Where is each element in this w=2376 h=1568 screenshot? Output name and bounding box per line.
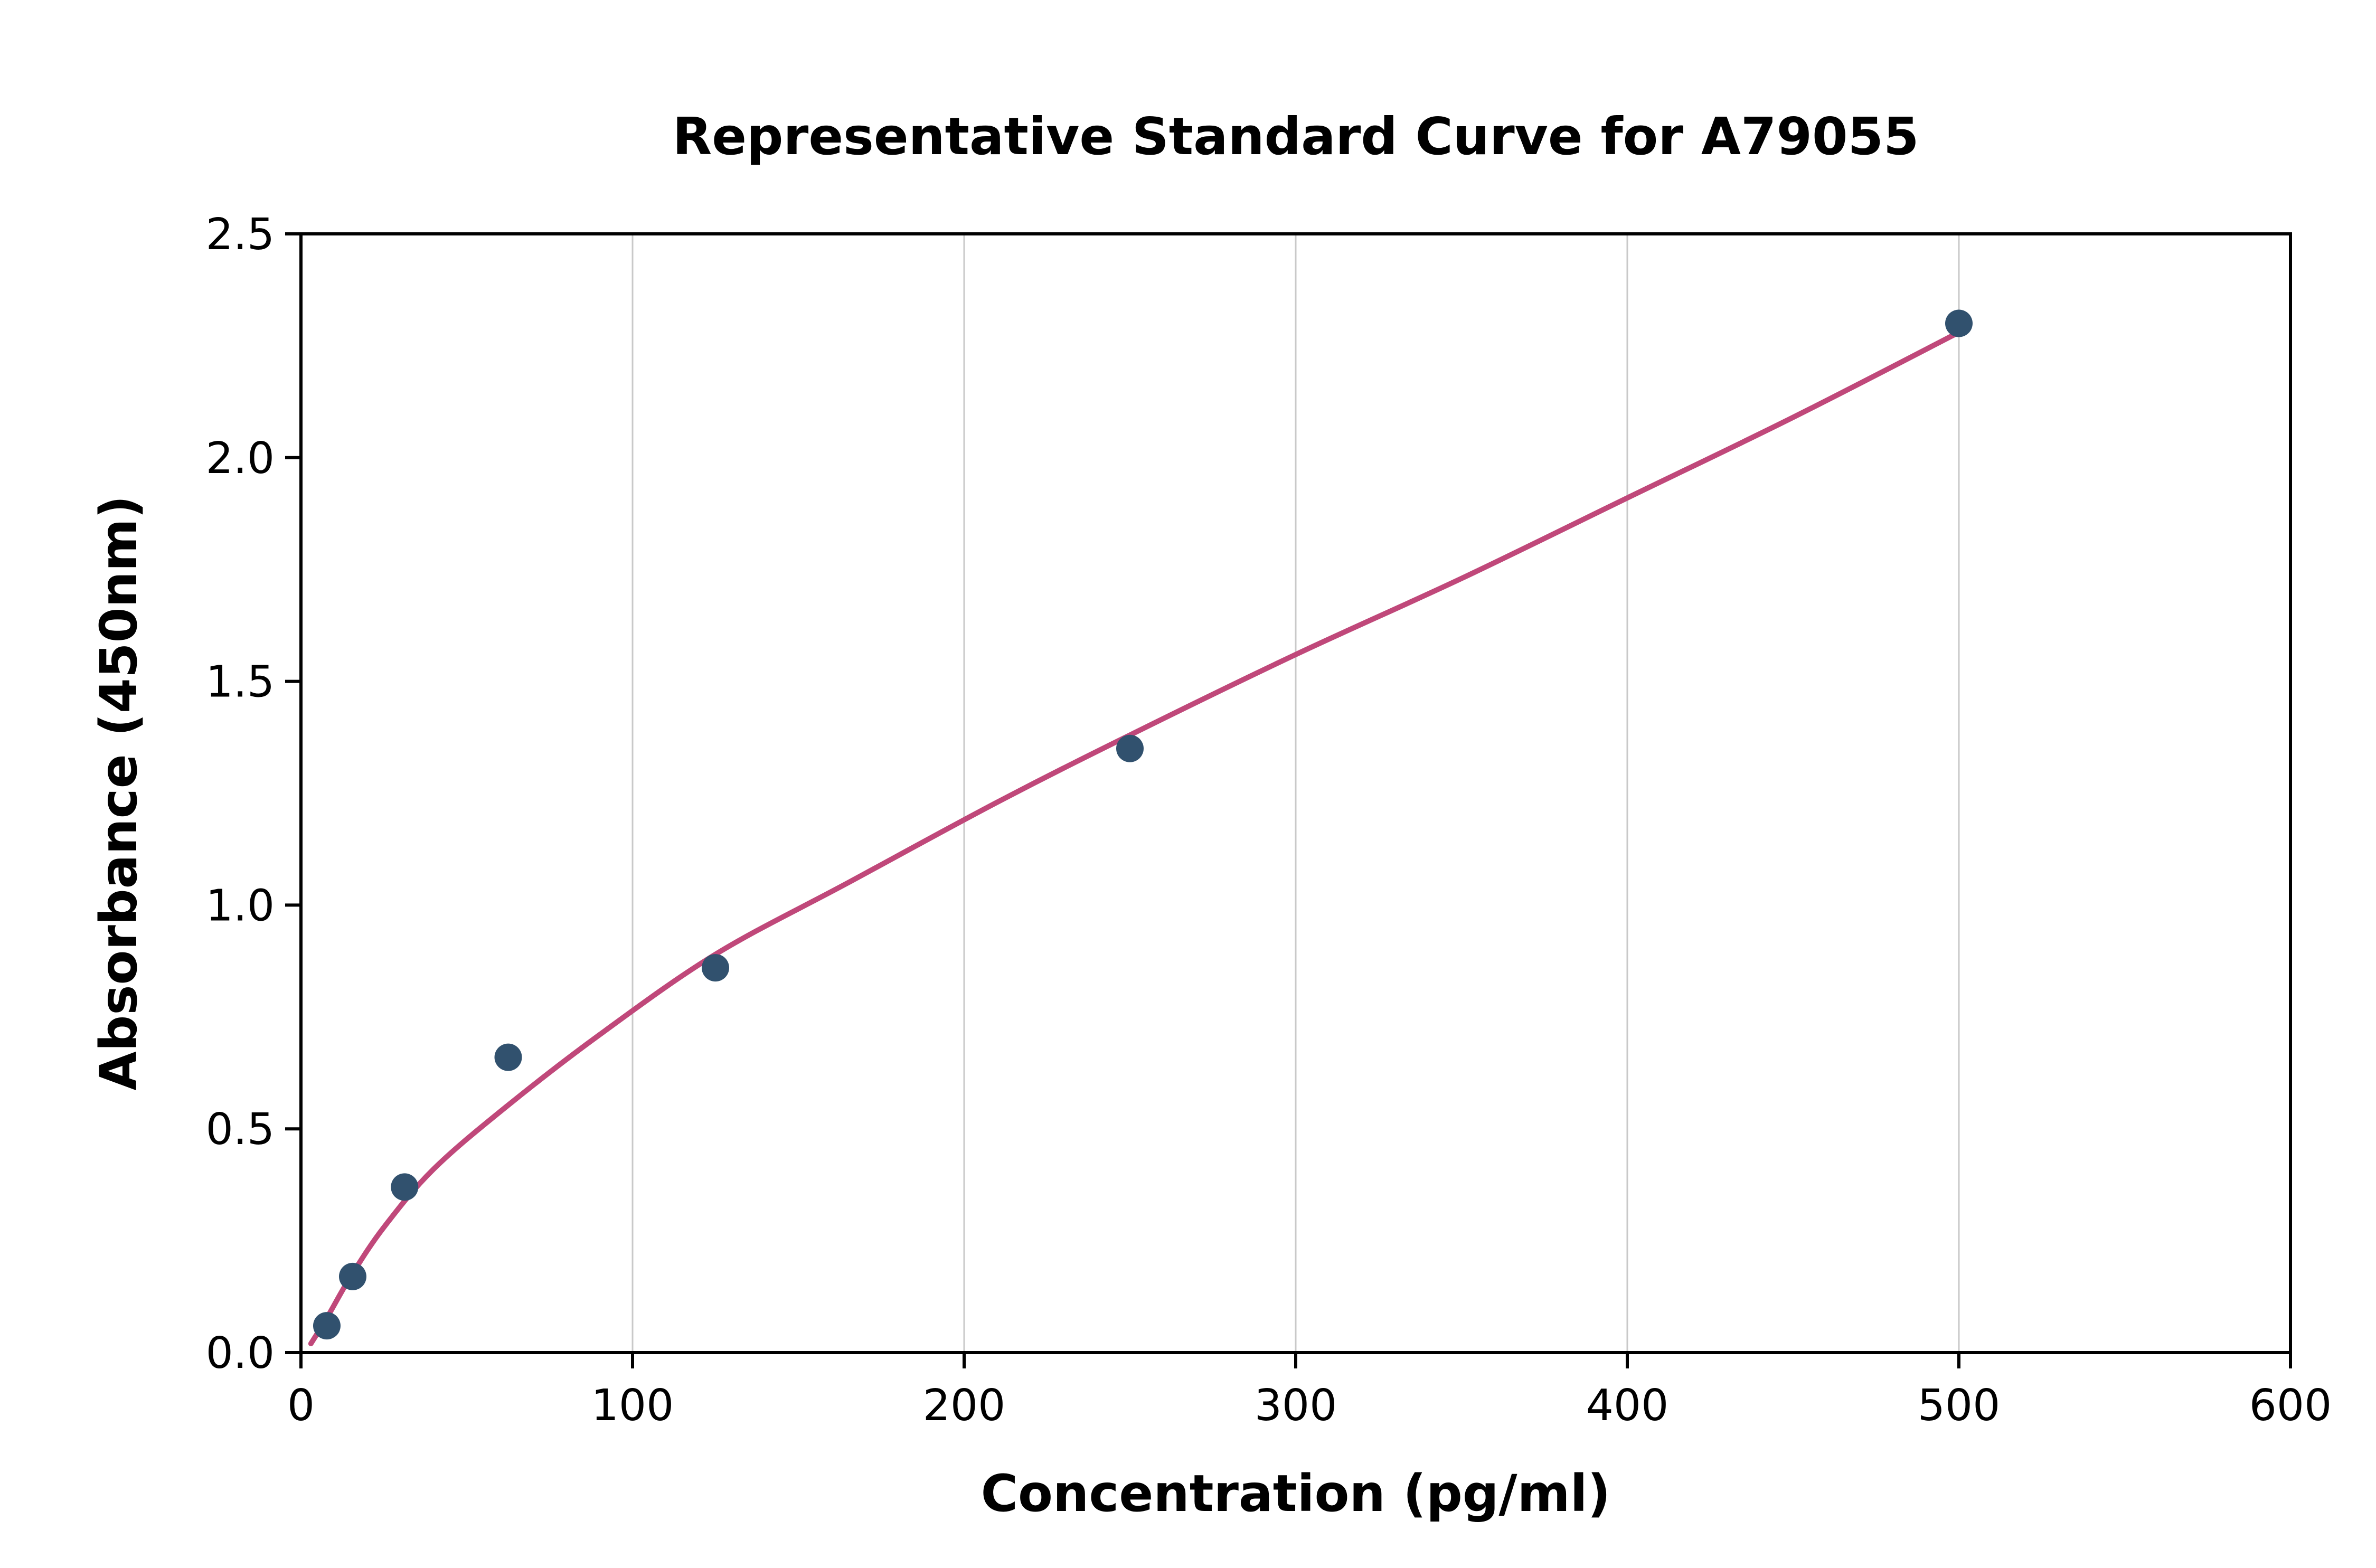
plot-area: 0 100 200 300 400 500 600 0.0 0.5 1.0 1.5 2.0 2.5 bbox=[206, 210, 2332, 1431]
x-tick-label: 100 bbox=[591, 1381, 674, 1431]
data-point bbox=[391, 1173, 419, 1201]
x-tick-label: 0 bbox=[287, 1381, 315, 1431]
data-point bbox=[338, 1262, 366, 1290]
y-tick-label: 1.0 bbox=[206, 881, 275, 931]
y-tick-label: 2.5 bbox=[206, 210, 275, 260]
x-tick-label: 400 bbox=[1586, 1381, 1669, 1431]
fitted-curve bbox=[308, 329, 1962, 1347]
chart-title: Representative Standard Curve for A79055 bbox=[673, 107, 1919, 166]
y-tick-label: 2.0 bbox=[206, 433, 275, 484]
y-tick-label: 0.0 bbox=[206, 1328, 275, 1378]
data-point bbox=[702, 954, 729, 982]
data-point bbox=[1945, 309, 1973, 337]
x-tick-label: 500 bbox=[1918, 1381, 2001, 1431]
x-axis-label: Concentration (pg/ml) bbox=[981, 1464, 1611, 1523]
y-axis-label: Absorbance (450nm) bbox=[89, 495, 148, 1090]
data-point bbox=[494, 1043, 522, 1071]
y-tick-label: 0.5 bbox=[206, 1104, 275, 1155]
data-point bbox=[1116, 734, 1144, 762]
x-tick-label: 200 bbox=[923, 1381, 1006, 1431]
x-tick-label: 600 bbox=[2249, 1381, 2332, 1431]
x-tick-label: 300 bbox=[1255, 1381, 1337, 1431]
data-point bbox=[313, 1312, 341, 1340]
y-tick-label: 1.5 bbox=[206, 657, 275, 707]
